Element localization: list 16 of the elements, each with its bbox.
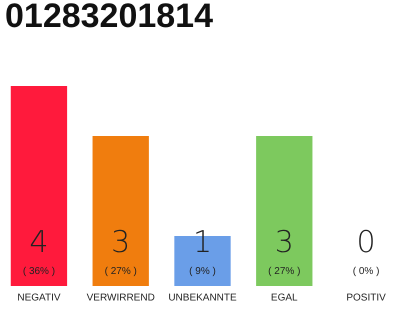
- x-tick-label: UNBEKANNTE: [168, 292, 237, 304]
- chart-title: 01283201814: [5, 0, 214, 35]
- annotation: ( 0% ): [352, 266, 380, 277]
- annotation: ( 36% ): [22, 266, 56, 277]
- data-label: 3: [111, 225, 130, 260]
- annotation: ( 9% ): [189, 266, 216, 277]
- data-label: 3: [274, 225, 294, 260]
- annotation: ( 27% ): [104, 266, 137, 277]
- x-tick-label: POSITIV: [346, 292, 386, 304]
- data-label: 1: [192, 225, 212, 260]
- x-tick-label: NEGATIV: [17, 292, 61, 304]
- annotation: ( 27% ): [268, 266, 300, 277]
- x-tick-label: EGAL: [270, 292, 298, 304]
- data-label: 0: [356, 225, 376, 260]
- x-tick-label: VERWIRREND: [86, 292, 155, 304]
- data-label: 4: [29, 225, 48, 260]
